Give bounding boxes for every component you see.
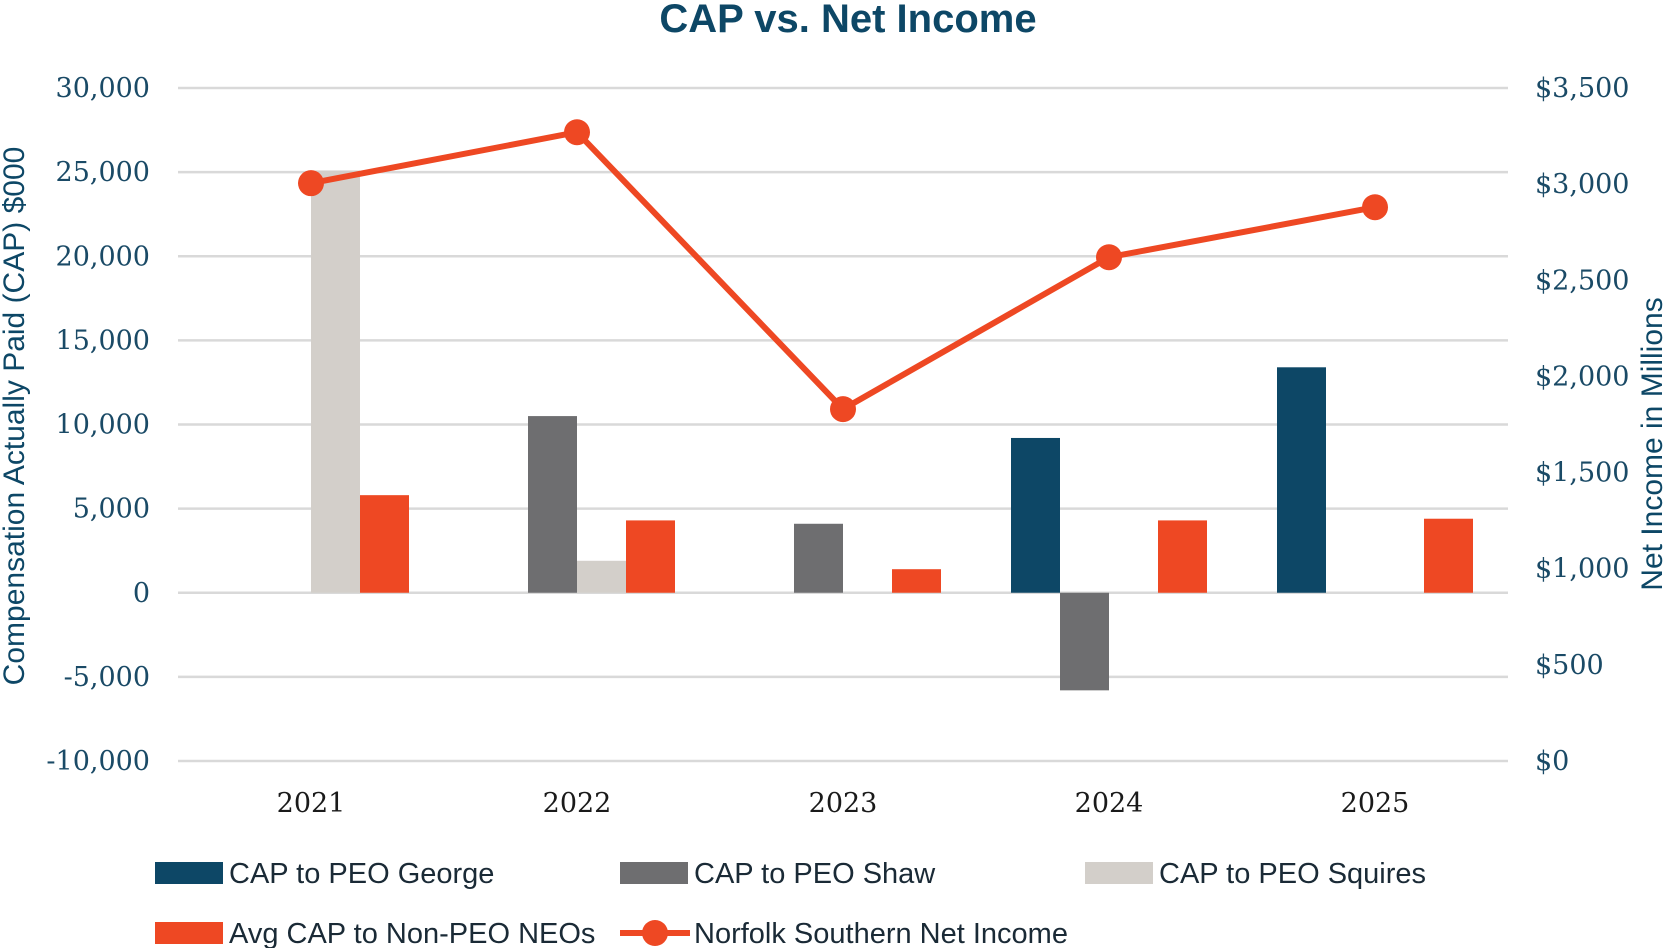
left-tick-label: -5,000 <box>64 662 150 693</box>
right-axis-ticks: $3,500 $3,000 $2,500 $2,000 $1,500 $1,000 $500… <box>1535 73 1629 777</box>
bar-marks <box>311 170 1473 691</box>
net-income-point-2024 <box>1096 244 1122 271</box>
bar-cap-to-peo-shaw-2023 <box>794 523 843 593</box>
legend-label-cap-to-peo-george: CAP to PEO George <box>229 858 494 890</box>
net-income-point-2025 <box>1362 194 1388 221</box>
right-tick-label: $3,000 <box>1535 169 1629 200</box>
left-tick-label: 20,000 <box>56 241 150 272</box>
right-tick-label: $2,000 <box>1535 361 1629 392</box>
bar-cap-to-peo-shaw-2022 <box>528 416 577 593</box>
legend-swatch-cap-to-peo-squires <box>1085 862 1153 884</box>
legend-label-avg-cap-to-non-peo-neos: Avg CAP to Non-PEO NEOs <box>229 918 595 948</box>
left-tick-label: 25,000 <box>56 157 150 188</box>
legend-label-norfolk-southern-net-income: Norfolk Southern Net Income <box>694 918 1068 948</box>
bar-avg-cap-to-non-peo-neos-2025 <box>1424 518 1473 593</box>
left-tick-label: -10,000 <box>46 746 150 777</box>
bar-avg-cap-to-non-peo-neos-2023 <box>892 569 941 593</box>
left-axis-ticks: 30,000 25,000 20,000 15,000 10,000 5,000 0 -5,0… <box>46 73 150 777</box>
right-tick-label: $1,500 <box>1535 458 1629 489</box>
legend: CAP to PEO George CAP to PEO Shaw CAP to P… <box>155 858 1426 948</box>
left-tick-label: 30,000 <box>56 73 150 104</box>
bar-cap-to-peo-squires-2022 <box>577 560 626 593</box>
right-tick-label: $0 <box>1535 746 1569 777</box>
right-tick-label: $2,500 <box>1535 265 1629 296</box>
right-tick-label: $500 <box>1535 650 1604 681</box>
bar-avg-cap-to-non-peo-neos-2021 <box>360 495 409 593</box>
left-tick-label: 5,000 <box>73 494 150 525</box>
right-axis-title: Net Income in Millions <box>1636 297 1669 590</box>
bar-cap-to-peo-george-2024 <box>1011 437 1060 593</box>
x-tick-label: 2024 <box>1075 788 1144 819</box>
legend-marker-norfolk-southern-net-income <box>642 920 668 946</box>
net-income-polyline <box>310 129 1376 413</box>
left-tick-label: 0 <box>133 578 150 609</box>
bar-cap-to-peo-shaw-2024 <box>1060 592 1109 691</box>
legend-label-cap-to-peo-squires: CAP to PEO Squires <box>1159 858 1426 890</box>
x-tick-label: 2023 <box>809 788 878 819</box>
legend-swatch-avg-cap-to-non-peo-neos <box>155 922 223 944</box>
left-axis-title: Compensation Actually Paid (CAP) $000 <box>0 147 31 686</box>
bar-avg-cap-to-non-peo-neos-2024 <box>1158 520 1207 593</box>
x-tick-label: 2022 <box>543 788 612 819</box>
right-tick-label: $3,500 <box>1535 73 1629 104</box>
x-tick-label: 2021 <box>277 788 346 819</box>
net-income-point-2021 <box>298 170 324 197</box>
net-income-point-2023 <box>830 396 856 423</box>
x-tick-label: 2025 <box>1341 788 1410 819</box>
bar-cap-to-peo-george-2025 <box>1277 367 1326 593</box>
legend-swatch-cap-to-peo-shaw <box>620 862 688 884</box>
bar-cap-to-peo-squires-2021 <box>311 170 360 593</box>
legend-label-cap-to-peo-shaw: CAP to PEO Shaw <box>694 858 936 890</box>
net-income-point-2022 <box>564 119 590 146</box>
right-tick-label: $1,000 <box>1535 554 1629 585</box>
x-axis-ticks: 2021 2022 2023 2024 2025 <box>277 788 1410 819</box>
legend-swatch-cap-to-peo-george <box>155 862 223 884</box>
left-tick-label: 10,000 <box>56 410 150 441</box>
chart-title: CAP vs. Net Income <box>659 0 1036 41</box>
left-tick-label: 15,000 <box>56 325 150 356</box>
bar-avg-cap-to-non-peo-neos-2022 <box>626 520 675 593</box>
net-income-line <box>298 119 1388 423</box>
